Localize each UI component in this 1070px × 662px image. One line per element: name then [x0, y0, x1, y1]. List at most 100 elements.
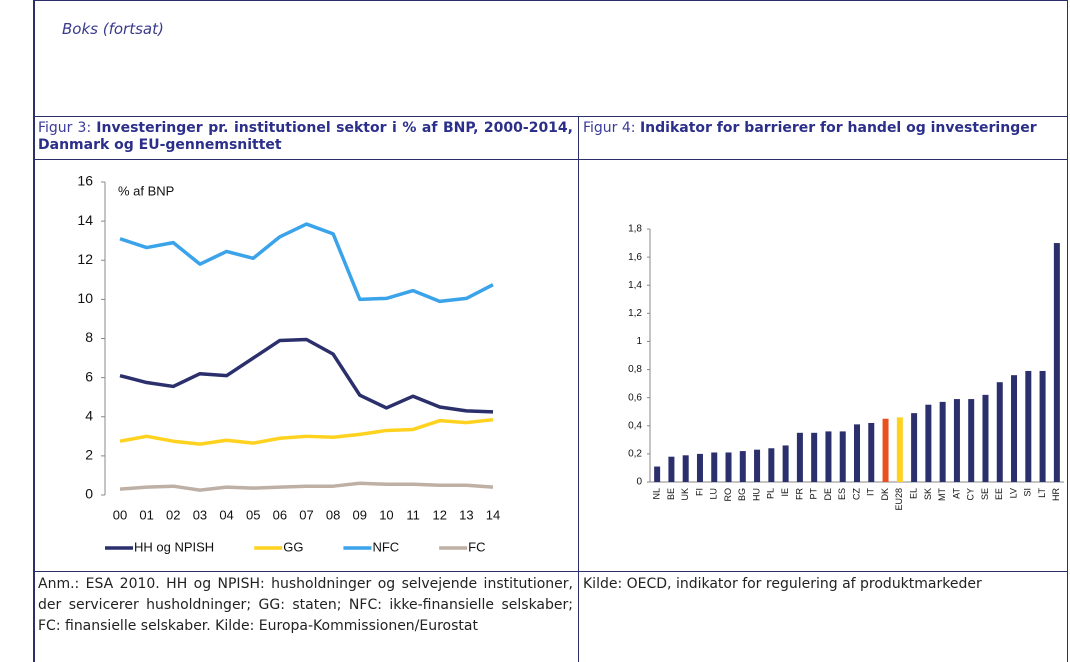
x-tick-label: CZ [851, 488, 861, 500]
x-tick-label: 08 [326, 507, 340, 522]
bar [768, 448, 775, 482]
bar [1053, 243, 1060, 482]
border [33, 571, 1068, 572]
figure-title-text: Investeringer pr. institutionel sektor i… [38, 120, 573, 153]
x-tick-label: 14 [486, 507, 500, 522]
y-tick-label: 4 [85, 407, 93, 423]
figure-label: Figur 3: [38, 120, 92, 136]
bar-chart: 0 0,2 0,4 0,6 0,8 1 1,2 1,4 1,6 1,8 NL BE UK FI LU RO BG… [628, 224, 1064, 511]
bar [896, 417, 903, 482]
y-tick-label: 1,6 [628, 252, 642, 263]
y-tick-label: 0 [85, 486, 93, 502]
y-tick-label: 10 [77, 290, 93, 306]
x-tick-label: AT [951, 488, 961, 499]
x-tick-label: PT [809, 488, 819, 500]
y-tick-label: 1,2 [628, 308, 642, 319]
x-tick-label: LU [709, 488, 719, 500]
x-tick-label: LT [1037, 488, 1047, 498]
y-tick-label: 16 [77, 173, 93, 189]
border [33, 0, 1068, 1]
bar [939, 401, 946, 482]
y-tick-label: 8 [85, 329, 93, 345]
x-tick-label: NL [652, 488, 662, 500]
legend-label: HH og NPISH [134, 539, 214, 554]
x-tick-label: HR [1051, 488, 1061, 501]
y-tick-label: 0 [636, 477, 642, 488]
bar [911, 413, 918, 482]
figure-title: Figur 4: Indikator for barrierer for han… [583, 120, 1061, 137]
x-tick-label: 10 [379, 507, 393, 522]
border [1067, 0, 1068, 662]
x-tick-label: IE [780, 488, 790, 497]
bar [868, 422, 875, 482]
box-header: Boks (fortsat) [62, 20, 164, 38]
y-axis-label: % af BNP [118, 183, 174, 198]
bar [839, 431, 846, 482]
x-tick-label: HU [751, 488, 761, 501]
bar [811, 432, 818, 482]
bar [1011, 375, 1018, 482]
x-tick-label: EE [994, 488, 1004, 500]
y-tick-label: 12 [77, 251, 93, 267]
x-tick-label: SI [1023, 488, 1033, 497]
bar [668, 456, 675, 482]
legend-label: FC [468, 539, 485, 554]
x-tick-label: SK [923, 488, 933, 500]
x-tick-label: IT [866, 487, 876, 496]
x-tick-label: ES [837, 488, 847, 500]
bar [925, 404, 932, 482]
x-tick-label: DE [823, 488, 833, 501]
x-tick-label: SE [980, 488, 990, 500]
bar [654, 466, 661, 482]
legend-label: GG [283, 539, 303, 554]
y-tick-label: 1 [636, 336, 642, 347]
x-tick-label: 06 [273, 507, 287, 522]
bar [968, 399, 975, 482]
bar [825, 431, 832, 482]
y-tick-label: 6 [85, 368, 93, 384]
figure-title: Figur 3: Investeringer pr. institutionel… [38, 120, 573, 154]
x-tick-label: RO [723, 488, 733, 502]
bar [953, 399, 960, 482]
y-tick-label: 0,2 [628, 449, 642, 460]
x-tick-label: 11 [406, 507, 420, 522]
bar [754, 449, 761, 482]
legend-label: NFC [372, 539, 399, 554]
y-tick-label: 0,6 [628, 392, 642, 403]
x-tick-label: 01 [139, 507, 153, 522]
figure-title-text: Indikator for barrierer for handel og in… [639, 120, 1037, 136]
bar [782, 445, 789, 482]
bar [1039, 370, 1046, 482]
bar [996, 382, 1003, 482]
series-line [119, 417, 494, 446]
x-tick-label: BG [737, 488, 747, 501]
x-tick-label: MT [937, 488, 947, 501]
x-tick-label: FR [794, 488, 804, 500]
x-tick-label: 05 [246, 507, 260, 522]
y-tick-label: 2 [85, 447, 93, 463]
bar [982, 394, 989, 482]
y-tick-label: 1,4 [628, 280, 642, 291]
bar [854, 424, 860, 482]
y-tick-label: 0,8 [628, 364, 642, 375]
border [33, 0, 35, 662]
x-tick-label: 02 [166, 507, 180, 522]
x-tick-label: DK [880, 488, 890, 501]
series-line [119, 481, 494, 492]
border [33, 116, 1068, 117]
figure-note: Kilde: OECD, indikator for regulering af… [583, 576, 982, 592]
bar [739, 451, 746, 482]
x-tick-label: 03 [193, 507, 207, 522]
x-tick-label: EL [908, 488, 918, 499]
x-tick-label: UK [680, 488, 690, 501]
x-tick-label: LV [1008, 488, 1018, 498]
x-tick-label: 00 [113, 507, 127, 522]
figure-note: Anm.: ESA 2010. HH og NPISH: husholdning… [38, 576, 573, 634]
border [33, 159, 1068, 160]
series-line [119, 337, 494, 414]
bar [882, 418, 889, 482]
figure-label: Figur 4: [583, 120, 636, 136]
x-tick-label: 04 [219, 507, 233, 522]
